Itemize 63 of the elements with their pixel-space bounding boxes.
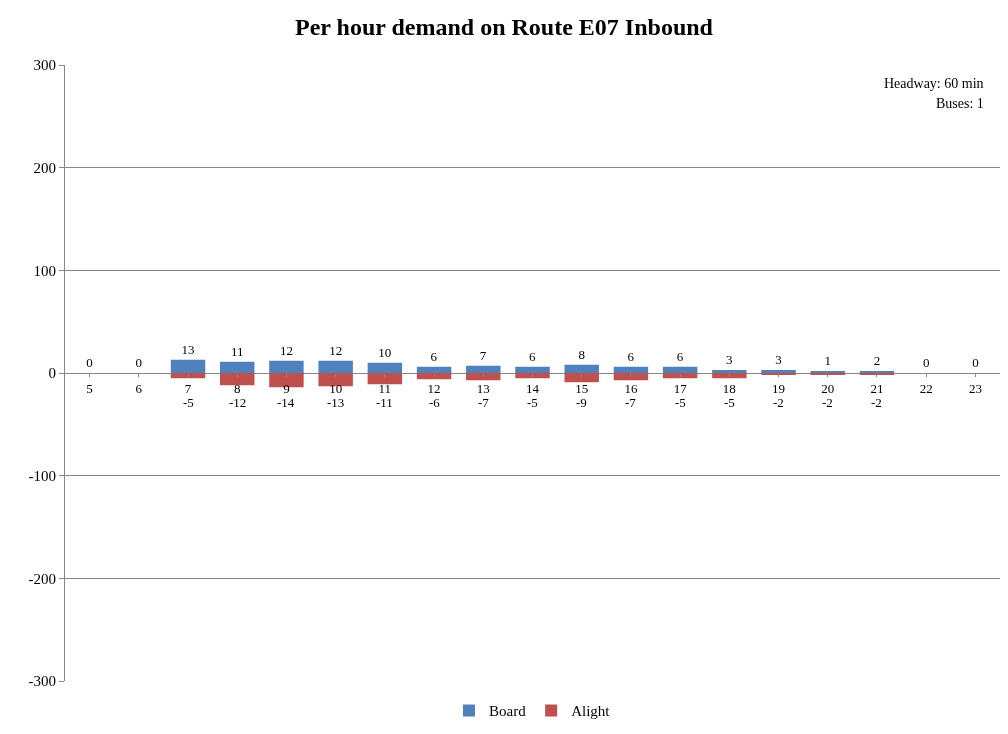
x-tick-label: 21 <box>870 380 884 396</box>
data-label: 1 <box>824 353 832 368</box>
x-tick-label: 19 <box>772 380 786 396</box>
x-tick-label: 18 <box>722 380 736 396</box>
data-label: 12 <box>279 342 293 358</box>
data-label: -5 <box>724 395 735 410</box>
data-label: 0 <box>86 355 93 370</box>
data-label: 13 <box>181 341 195 357</box>
y-tick-label: 200 <box>33 159 56 176</box>
data-label: -2 <box>822 395 833 410</box>
x-tick-label: 14 <box>526 380 540 396</box>
data-label: 12 <box>329 342 343 358</box>
x-tick-label: 22 <box>919 380 933 396</box>
data-label: 0 <box>135 355 143 370</box>
data-label: 3 <box>726 351 733 367</box>
x-tick-label: 17 <box>673 380 688 396</box>
data-label: -13 <box>327 395 345 410</box>
data-label: -5 <box>675 395 686 410</box>
x-tick-label: 8 <box>233 380 241 396</box>
data-label: 11 <box>230 343 244 359</box>
data-label: -2 <box>871 395 882 410</box>
legend-label: Alight <box>571 703 611 720</box>
y-tick-label: 0 <box>48 365 56 382</box>
y-tick-label: 100 <box>33 262 56 279</box>
annotation: Headway: 60 min <box>884 76 984 91</box>
x-tick-label: 7 <box>184 380 192 396</box>
data-label: -14 <box>277 395 295 410</box>
data-label: 8 <box>578 346 585 362</box>
legend-label: Board <box>489 703 527 720</box>
data-label: -6 <box>429 395 441 410</box>
data-label: -9 <box>576 395 587 410</box>
data-label: 0 <box>922 355 930 370</box>
y-tick-label: -100 <box>28 467 56 484</box>
x-tick-label: 11 <box>378 380 392 396</box>
y-tick-label: -300 <box>28 673 56 690</box>
x-tick-label: 16 <box>624 380 638 396</box>
x-tick-label: 23 <box>968 380 982 396</box>
data-label: -2 <box>773 395 784 410</box>
data-label: -5 <box>527 395 538 410</box>
x-tick-label: 13 <box>476 380 490 396</box>
data-label: 6 <box>430 348 438 364</box>
data-label: 7 <box>479 347 487 363</box>
chart-title: Per hour demand on Route E07 Inbound <box>295 14 714 41</box>
annotation: Buses: 1 <box>936 96 984 111</box>
data-label: -7 <box>625 395 637 410</box>
x-tick-label: 12 <box>427 380 441 396</box>
data-label: -5 <box>183 395 194 410</box>
data-label: 0 <box>972 355 979 370</box>
x-tick-label: 6 <box>135 380 143 396</box>
data-label: 6 <box>529 348 536 364</box>
y-tick-label: 300 <box>33 57 56 74</box>
data-label: 6 <box>627 348 635 364</box>
data-label: -12 <box>229 395 247 410</box>
data-label: 10 <box>378 344 392 360</box>
x-tick-label: 15 <box>575 380 589 396</box>
data-label: 6 <box>676 348 684 364</box>
data-label: -7 <box>478 395 490 410</box>
x-tick-label: 5 <box>86 380 93 396</box>
y-tick-label: -200 <box>28 570 56 587</box>
x-tick-label: 20 <box>821 380 835 396</box>
data-label: 3 <box>775 351 782 367</box>
data-label: -11 <box>376 395 393 410</box>
data-label: 2 <box>873 352 881 368</box>
